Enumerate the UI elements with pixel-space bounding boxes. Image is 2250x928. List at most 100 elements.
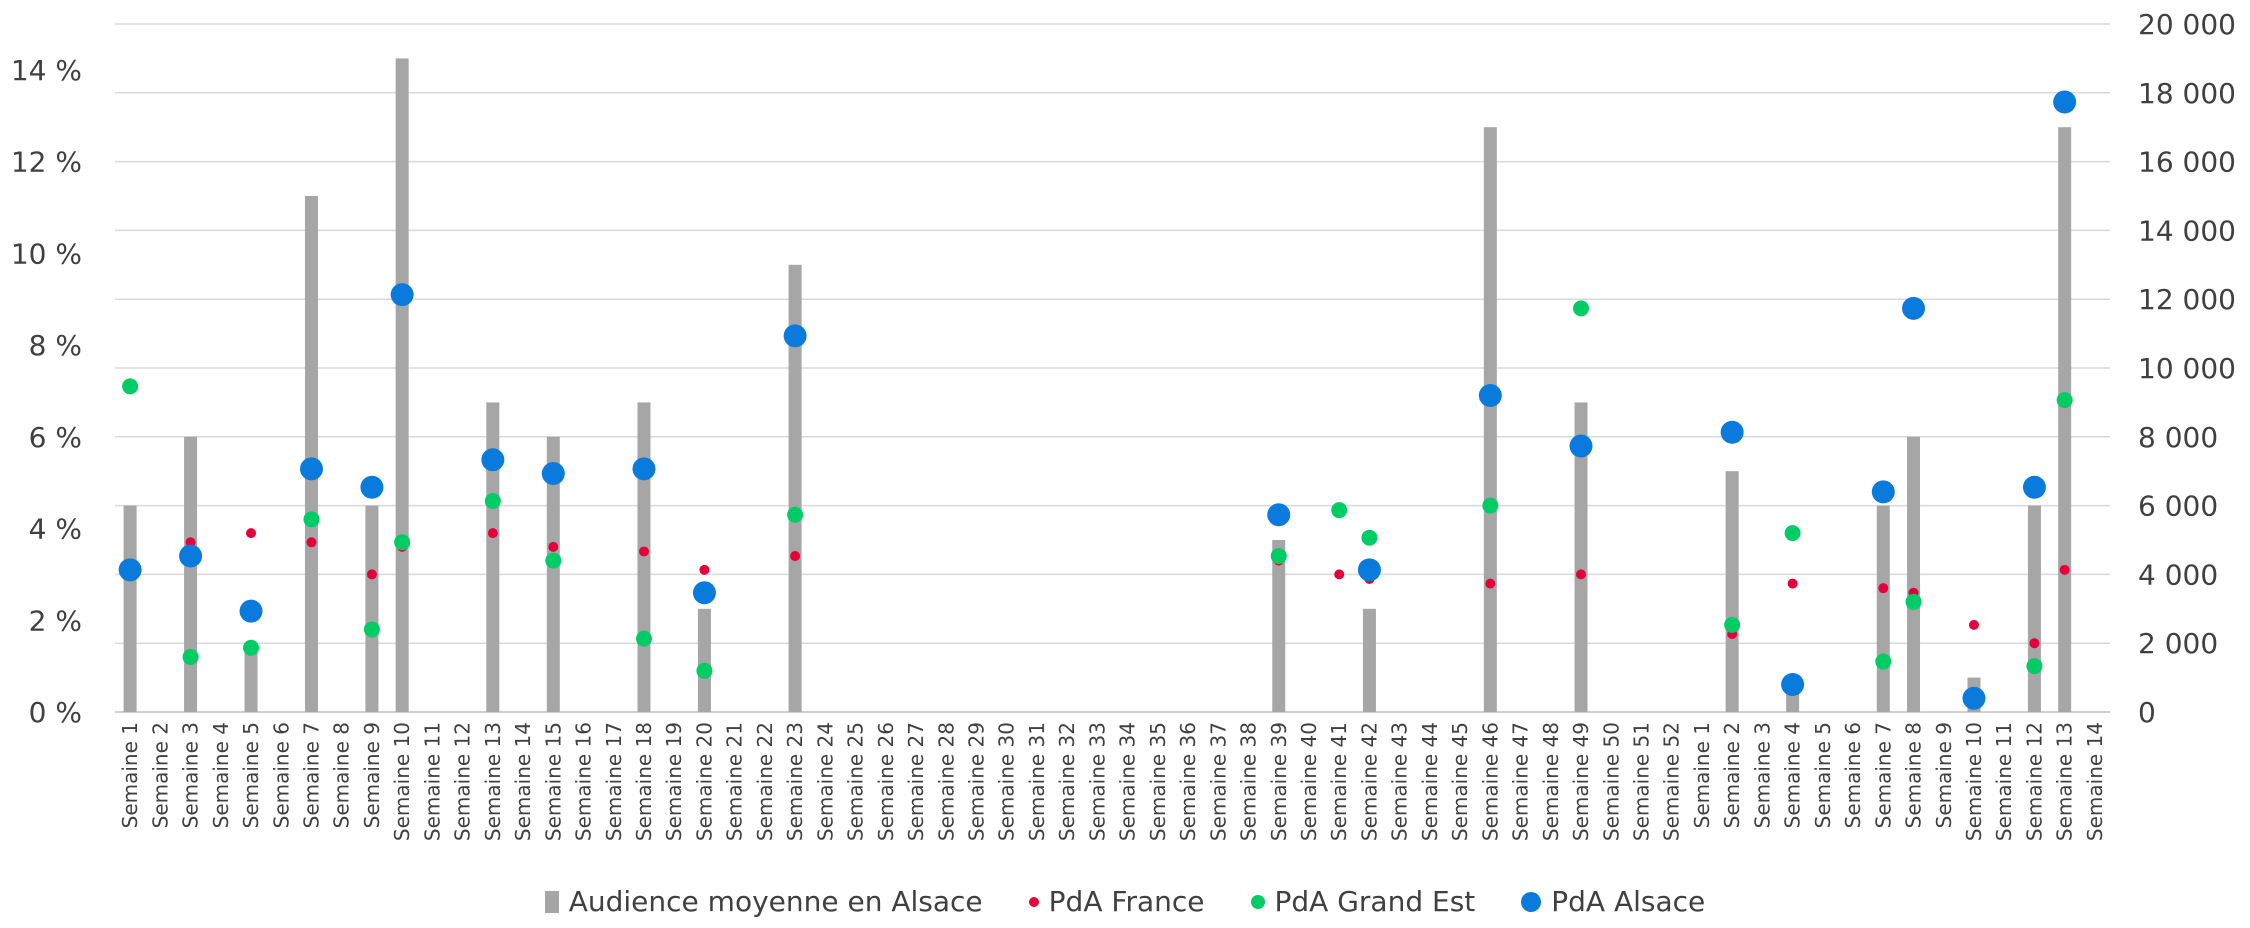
pda-alsace-point <box>692 581 716 605</box>
audience-bar <box>2058 127 2072 712</box>
x-tick-label: Semaine 5 <box>1811 722 1835 828</box>
y-left-tick-label: 12 % <box>11 146 82 179</box>
pda-france-points <box>125 528 2070 649</box>
x-tick-label: Semaine 25 <box>844 722 868 841</box>
pda-grand-est-point <box>1784 525 1801 542</box>
pda-france-point <box>790 551 801 562</box>
x-tick-label: Semaine 28 <box>934 722 958 841</box>
pda-alsace-point <box>360 475 384 499</box>
pda-france-point <box>2029 638 2040 649</box>
x-tick-label: Semaine 4 <box>1781 722 1805 828</box>
legend-item-pda-alsace: PdA Alsace <box>1521 885 1705 918</box>
y-left-tick-label: 4 % <box>29 513 82 546</box>
y-left-tick-label: 0 % <box>29 696 82 729</box>
pda-grand-est-point <box>1331 502 1348 519</box>
x-tick-label: Semaine 2 <box>148 722 172 828</box>
y-right-tick-label: 10 000 <box>2138 352 2236 385</box>
x-tick-label: Semaine 12 <box>451 722 475 841</box>
y-axis-right: 0 2 000 4 000 6 000 8 000 10 000 12 000 14 000 1… <box>2138 8 2236 729</box>
y-left-tick-label: 2 % <box>29 604 82 637</box>
legend-swatch-pda-grand-est <box>1250 894 1265 909</box>
pda-grand-est-point <box>1361 529 1378 546</box>
pda-alsace-point <box>1267 503 1291 527</box>
pda-france-point <box>246 528 257 539</box>
legend-label-audience: Audience moyenne en Alsace <box>568 885 983 918</box>
audience-bar <box>2027 505 2041 712</box>
x-tick-label: Semaine 14 <box>511 722 535 841</box>
y-left-tick-label: 10 % <box>11 237 82 270</box>
x-tick-label: Semaine 36 <box>1176 722 1200 841</box>
x-tick-label: Semaine 24 <box>813 722 837 841</box>
pda-grand-est-point <box>303 511 320 528</box>
pda-alsace-points <box>118 90 2077 710</box>
x-tick-label: Semaine 38 <box>1237 722 1261 841</box>
x-tick-label: Semaine 45 <box>1448 722 1472 841</box>
x-tick-label: Semaine 18 <box>632 722 656 841</box>
audience-bar <box>244 643 258 712</box>
x-tick-label: Semaine 6 <box>1841 722 1865 828</box>
x-tick-label: Semaine 52 <box>1660 722 1684 841</box>
x-tick-label: Semaine 4 <box>209 722 233 828</box>
x-tick-label: Semaine 35 <box>1146 722 1170 841</box>
x-tick-label: Semaine 43 <box>1388 722 1412 841</box>
pda-france-point <box>1878 583 1889 594</box>
pda-grand-est-point <box>787 506 804 523</box>
x-tick-label: Semaine 8 <box>330 722 354 828</box>
pda-grand-est-point <box>1875 653 1892 670</box>
gridlines <box>115 23 2110 713</box>
chart: 0 % 2 % 4 % 6 % 8 % 10 % 12 % 14 % 0 2 000 4 000 6… <box>11 8 2236 841</box>
x-tick-label: Semaine 23 <box>783 722 807 841</box>
x-tick-label: Semaine 12 <box>2022 722 2046 841</box>
audience-bar <box>1574 402 1588 712</box>
y-right-tick-label: 14 000 <box>2138 214 2236 247</box>
audience-bar <box>395 58 409 712</box>
pda-grand-est-point <box>182 648 199 665</box>
x-tick-label: Semaine 13 <box>2053 722 2077 841</box>
pda-grand-est-point <box>1482 497 1499 514</box>
y-right-tick-label: 6 000 <box>2138 490 2218 523</box>
legend-item-audience: Audience moyenne en Alsace <box>544 885 983 918</box>
pda-grand-est-point <box>122 378 139 395</box>
y-right-tick-label: 2 000 <box>2138 627 2218 660</box>
x-tick-label: Semaine 31 <box>1025 722 1049 841</box>
x-tick-label: Semaine 3 <box>1750 722 1774 828</box>
legend-label-pda-grand-est: PdA Grand Est <box>1274 885 1476 918</box>
x-tick-label: Semaine 51 <box>1629 722 1653 841</box>
pda-grand-est-point <box>363 621 380 638</box>
audience-bar <box>637 402 651 712</box>
x-tick-label: Semaine 19 <box>662 722 686 841</box>
pda-grand-est-point <box>1270 548 1287 565</box>
x-tick-label: Semaine 41 <box>1327 722 1351 841</box>
audience-bar <box>1725 471 1739 712</box>
legend-swatch-pda-alsace <box>1521 891 1542 912</box>
pda-france-point <box>638 546 649 557</box>
audience-bar <box>697 608 711 712</box>
pda-grand-est-point <box>1905 593 1922 610</box>
x-tick-label: Semaine 37 <box>1206 722 1230 841</box>
x-tick-label: Semaine 6 <box>269 722 293 828</box>
y-right-tick-label: 20 000 <box>2138 8 2236 41</box>
pda-france-point <box>185 537 196 548</box>
y-right-tick-label: 16 000 <box>2138 146 2236 179</box>
pda-alsace-point <box>1478 384 1502 408</box>
pda-france-point <box>1334 569 1345 580</box>
pda-grand-est-point <box>2056 392 2073 409</box>
x-tick-label: Semaine 11 <box>420 722 444 841</box>
pda-france-point <box>366 569 377 580</box>
x-tick-label: Semaine 48 <box>1539 722 1563 841</box>
pda-alsace-point <box>239 599 263 623</box>
pda-grand-est-point <box>696 662 713 679</box>
legend-item-pda-grand-est: PdA Grand Est <box>1250 885 1476 918</box>
audience-bar <box>184 436 198 712</box>
y-right-tick-label: 4 000 <box>2138 558 2218 591</box>
x-tick-label: Semaine 10 <box>390 722 414 841</box>
pda-alsace-point <box>2053 90 2077 114</box>
x-tick-label: Semaine 30 <box>995 722 1019 841</box>
pda-alsace-point <box>481 448 505 472</box>
x-tick-label: Semaine 26 <box>874 722 898 841</box>
y-left-tick-label: 14 % <box>11 54 82 87</box>
x-tick-label: Semaine 34 <box>1116 722 1140 841</box>
x-tick-label: Semaine 1 <box>1690 722 1714 828</box>
x-tick-label: Semaine 32 <box>1055 722 1079 841</box>
y-right-tick-label: 0 <box>2138 696 2156 729</box>
